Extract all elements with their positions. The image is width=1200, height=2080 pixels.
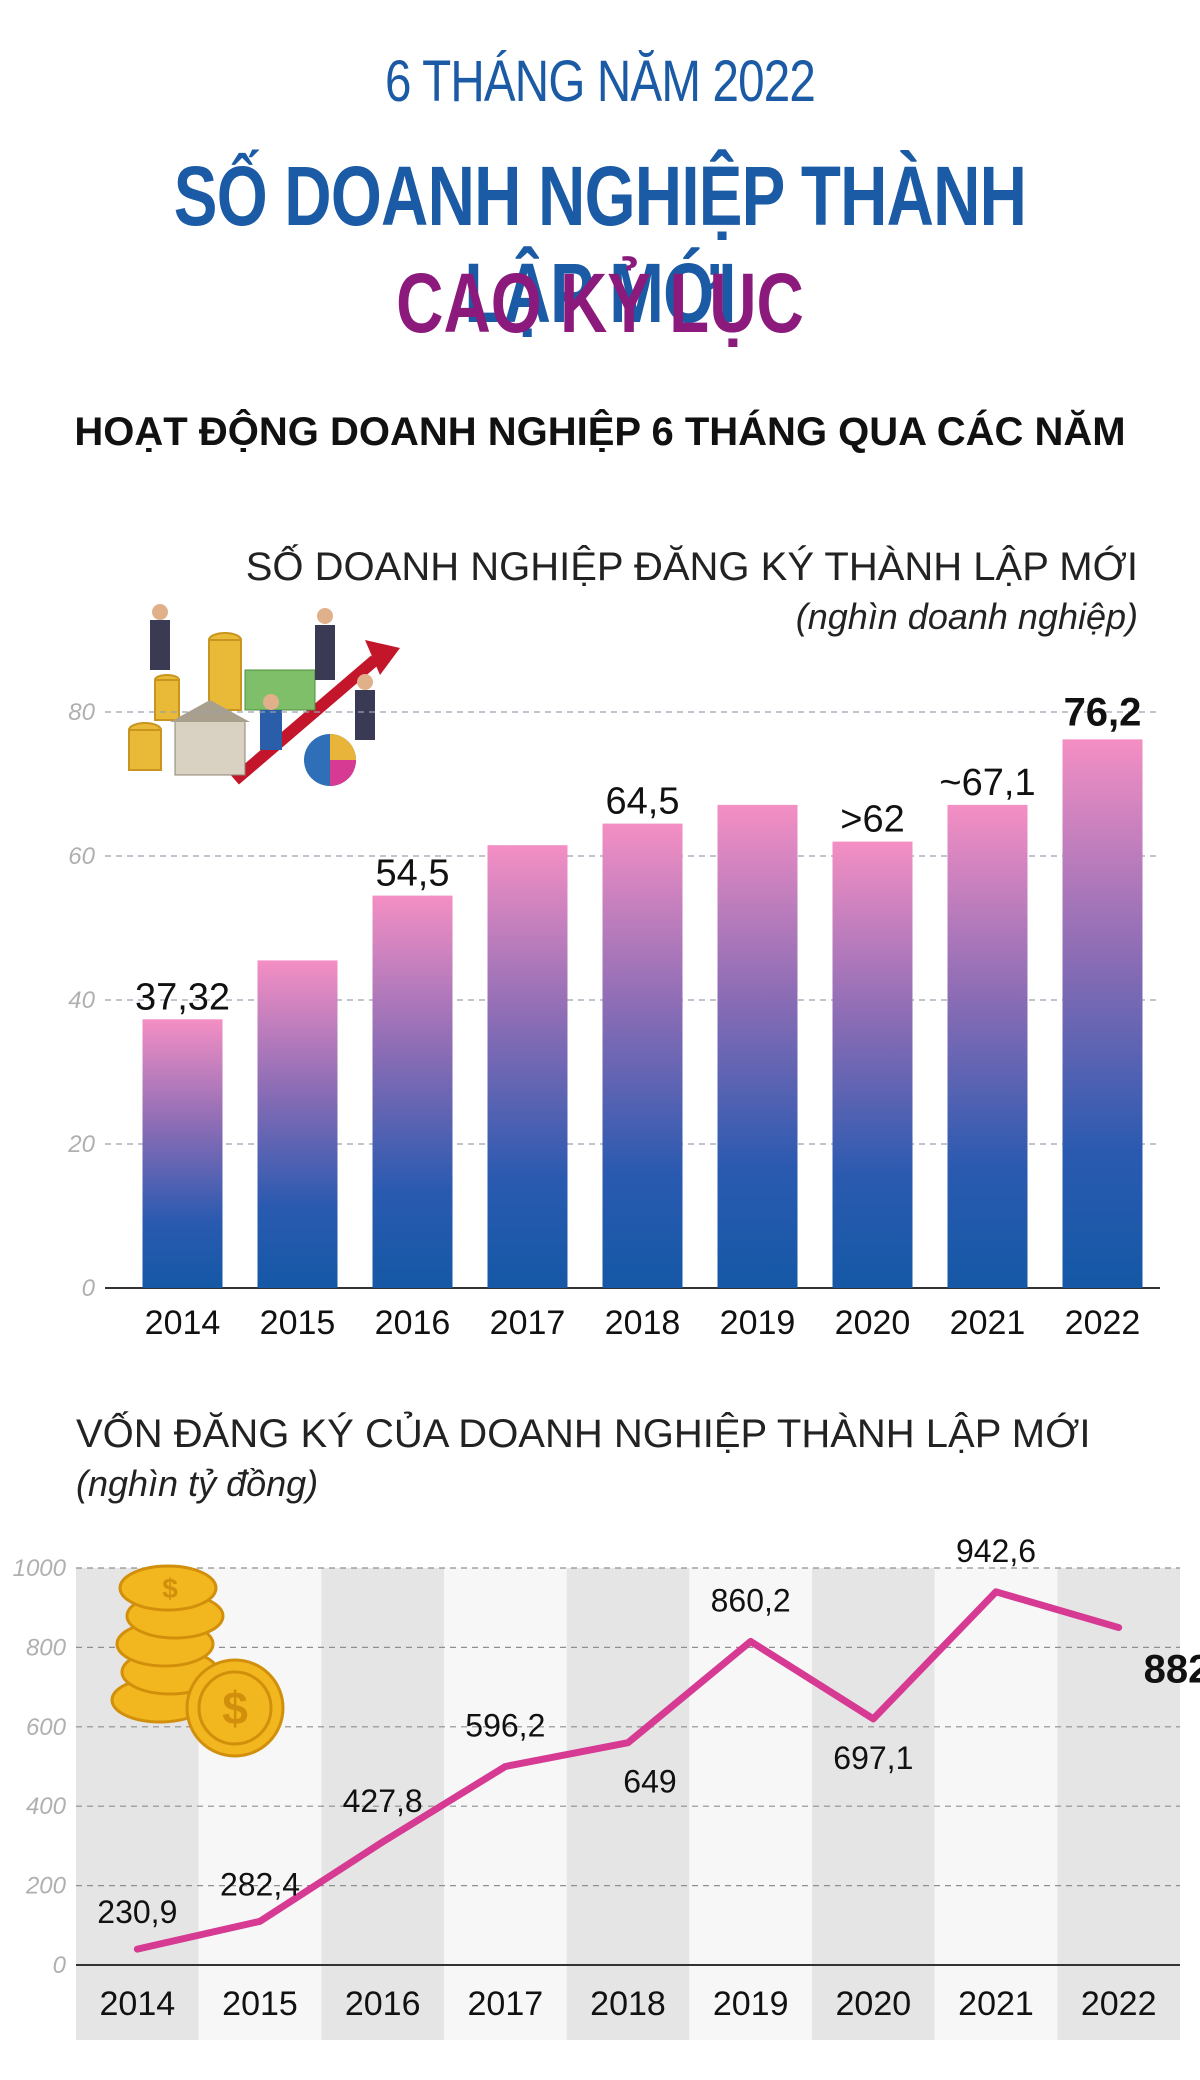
line-xtick-label: 2017 — [468, 1985, 544, 2023]
bar-xtick-label: 2017 — [490, 1304, 566, 1342]
line-column-band — [1057, 1568, 1180, 2040]
bar-data-label: 76,2 — [1064, 690, 1142, 734]
bar-data-label: >62 — [840, 799, 904, 841]
bar-2014 — [142, 1019, 223, 1288]
business-growth-illustration — [128, 604, 400, 786]
line-xtick-label: 2019 — [713, 1985, 789, 2023]
line-chart-title: VỐN ĐĂNG KÝ CỦA DOANH NGHIỆP THÀNH LẬP M… — [76, 1412, 1091, 1456]
line-column-band — [198, 1568, 322, 2040]
line-chart-unit: (nghìn tỷ đồng) — [76, 1463, 319, 1504]
line-data-label: 596,2 — [465, 1708, 545, 1744]
line-data-label: 882,1 — [1144, 1648, 1200, 1692]
bar-data-label: 37,32 — [135, 976, 230, 1018]
bar-2015 — [257, 960, 338, 1288]
line-ytick-label: 600 — [26, 1714, 67, 1741]
bar-ytick-label: 60 — [68, 843, 95, 870]
line-column-band — [689, 1568, 812, 2040]
bar-xtick-label: 2020 — [835, 1304, 911, 1342]
bar-2020 — [832, 841, 913, 1288]
line-series-path — [133, 1588, 1123, 1953]
page-title-line2: CAO KỶ LỤC — [396, 256, 804, 350]
page-title: SỐ DOANH NGHIỆP THÀNH LẬP MỚI — [173, 149, 1027, 340]
line-xtick-label: 2015 — [222, 1985, 298, 2023]
line-ytick-label: 400 — [26, 1793, 67, 1820]
bar-2018 — [602, 823, 683, 1288]
line-column-band — [444, 1568, 567, 2040]
bar-xtick-label: 2022 — [1065, 1304, 1141, 1342]
bar-2021 — [947, 804, 1028, 1288]
line-column-band — [934, 1568, 1058, 2040]
bar-data-label: 64,5 — [606, 781, 680, 823]
line-column-band — [812, 1568, 935, 2040]
section-title: HOẠT ĐỘNG DOANH NGHIỆP 6 THÁNG QUA CÁC N… — [74, 410, 1126, 454]
line-data-label: 649 — [623, 1764, 676, 1800]
bar-2019 — [717, 804, 798, 1288]
line-chart: 0 200 400 600 800 1000 $ $ 230,9 282,4 427,8 596… — [13, 1533, 1200, 2040]
line-ytick-label: 800 — [26, 1634, 67, 1661]
line-xtick-label: 2020 — [836, 1985, 912, 2023]
bar-data-label: ~67,1 — [939, 762, 1035, 804]
bar-2022 — [1062, 739, 1143, 1288]
line-ytick-label: 200 — [25, 1873, 67, 1900]
bar-ytick-label: 0 — [82, 1275, 96, 1302]
line-column-band — [321, 1568, 444, 2040]
bar-ytick-label: 80 — [68, 699, 95, 726]
bar-xtick-label: 2018 — [605, 1304, 681, 1342]
bar-chart-unit: (nghìn doanh nghiệp) — [795, 596, 1138, 637]
subtitle: 6 THÁNG NĂM 2022 — [384, 49, 816, 114]
line-data-label: 697,1 — [833, 1740, 913, 1776]
line-ytick-label: 1000 — [13, 1555, 67, 1582]
bar-2016 — [372, 895, 453, 1288]
line-xtick-label: 2021 — [958, 1985, 1034, 2023]
bar-data-label: 54,5 — [376, 853, 450, 895]
bar-chart: 0 20 40 60 80 37,32 54,5 64,5 >62 ~67,1 76,2 2014… — [67, 690, 1160, 1342]
bar-2017 — [487, 845, 568, 1288]
line-ytick-label: 0 — [53, 1952, 67, 1979]
line-column-band — [566, 1568, 690, 2040]
svg-text:$: $ — [162, 1573, 178, 1604]
gold-coins-illustration: $ $ — [110, 1564, 285, 1758]
bar-xtick-label: 2019 — [720, 1304, 796, 1342]
bar-ytick-label: 40 — [68, 987, 95, 1014]
line-xtick-label: 2016 — [345, 1985, 421, 2023]
line-data-label: 860,2 — [711, 1582, 791, 1618]
line-data-label: 282,4 — [220, 1866, 300, 1902]
line-data-label: 942,6 — [956, 1533, 1036, 1569]
bar-xtick-label: 2015 — [260, 1304, 336, 1342]
bar-xtick-label: 2021 — [950, 1304, 1026, 1342]
svg-text:$: $ — [222, 1682, 248, 1734]
line-data-label: 230,9 — [97, 1894, 177, 1930]
line-xtick-label: 2018 — [590, 1985, 666, 2023]
bar-xtick-label: 2014 — [145, 1304, 221, 1342]
bar-xtick-label: 2016 — [375, 1304, 451, 1342]
line-data-label: 427,8 — [343, 1783, 423, 1819]
line-xtick-label: 2014 — [100, 1985, 176, 2023]
bar-chart-title: SỐ DOANH NGHIỆP ĐĂNG KÝ THÀNH LẬP MỚI — [245, 545, 1138, 589]
bar-ytick-label: 20 — [67, 1131, 95, 1158]
line-xtick-label: 2022 — [1081, 1985, 1157, 2023]
